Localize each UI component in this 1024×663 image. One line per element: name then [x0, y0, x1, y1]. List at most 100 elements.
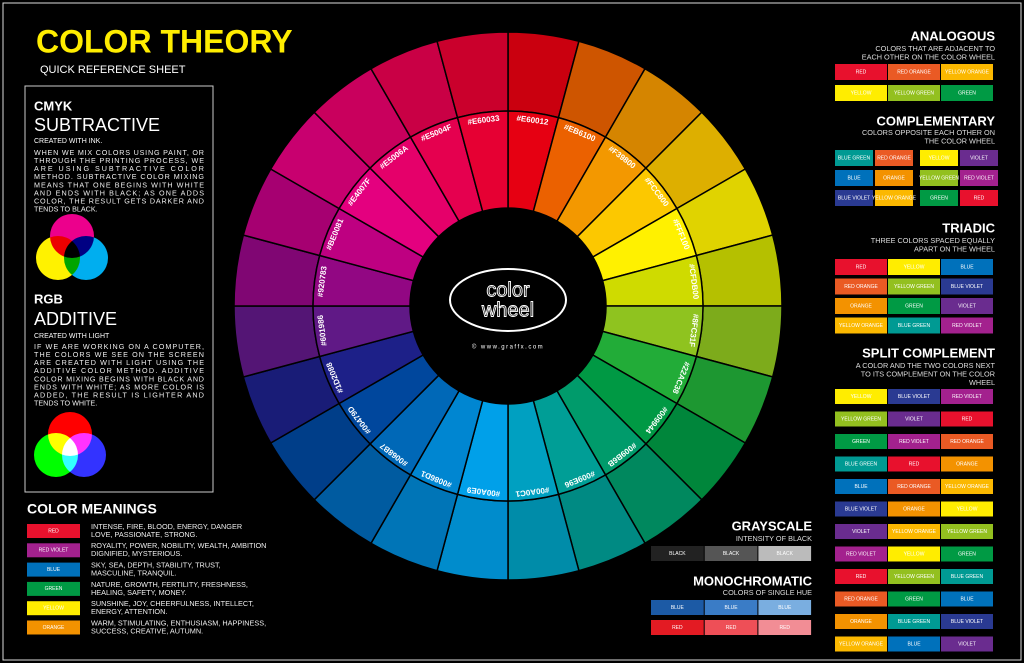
paragraph-line: TENDS TO WHITE.: [34, 399, 97, 408]
logo-word: color: [486, 279, 530, 301]
swatch-label: RED: [672, 625, 683, 631]
paragraph-line: COLOR, THE RESULT GETS DARKER AND: [34, 197, 204, 206]
credit: © www.graffx.com: [472, 344, 544, 351]
swatch: [651, 546, 704, 561]
swatch-label: BLUE: [960, 264, 974, 270]
swatch: [941, 278, 993, 295]
swatch-label: BLUE GREEN: [838, 155, 871, 161]
swatch-label: ORANGE: [43, 625, 65, 631]
swatch-label: RED: [974, 195, 985, 201]
swatch: [758, 620, 812, 635]
swatch: [888, 85, 940, 101]
blue-circle: [62, 433, 106, 477]
swatch-label: GREEN: [930, 195, 948, 201]
swatch-label: RED: [909, 461, 920, 467]
swatch: [888, 317, 940, 334]
scheme-description: EACH OTHER ON THE COLOR WHEEL: [862, 52, 995, 61]
swatch: [651, 620, 704, 635]
scheme-description: THREE COLORS SPACED EQUALLY: [871, 236, 995, 245]
wheel-outer-shade: [676, 169, 773, 256]
swatch-label: GREEN: [45, 586, 63, 592]
swatch-label: RED ORANGE: [950, 439, 984, 445]
swatch: [835, 501, 887, 517]
swatch-label: BLUE: [907, 641, 921, 647]
scheme-description: INTENSITY OF BLACK: [736, 534, 812, 543]
swatch: [27, 601, 80, 616]
swatch: [704, 620, 758, 635]
swatch: [941, 64, 993, 80]
swatch-label: RED: [726, 625, 737, 631]
swatch-label: YELLOW: [851, 394, 872, 400]
swatch-label: RED: [779, 625, 790, 631]
swatch-label: YELLOW GREEN: [894, 90, 934, 96]
swatch-label: YELLOW: [929, 155, 950, 161]
meaning-text: NATURE, GROWTH, FERTILITY, FRESHNESS,: [91, 580, 248, 589]
swatch-label: BLUE: [725, 605, 739, 611]
info-box: [24, 85, 214, 493]
swatch: [835, 434, 887, 449]
swatch: [835, 190, 873, 206]
swatch: [888, 479, 940, 494]
swatch: [875, 170, 913, 186]
subtitle: QUICK REFERENCE SHEET: [40, 64, 186, 76]
swatch: [920, 150, 958, 166]
wheel-outer-shade: [605, 68, 702, 169]
swatch: [27, 543, 80, 558]
meaning-text: SKY, SEA, DEPTH, STABILITY, TRUST,: [91, 561, 221, 570]
swatch-label: RED VIOLET: [846, 551, 876, 557]
meaning-text: ENERGY, ATTENTION.: [91, 607, 167, 616]
wheel-outer-shade: [558, 41, 645, 138]
swatch: [835, 456, 887, 472]
swatch-label: BLUE: [671, 605, 685, 611]
swatch: [941, 524, 993, 539]
swatch-label: YELLOW: [43, 606, 64, 612]
swatch-label: RED: [48, 528, 59, 534]
paragraph-line: THROUGH THE PRINTING PROCESS, WE: [34, 156, 204, 165]
swatch-label: BLUE VIOLET: [845, 506, 877, 512]
swatch: [888, 569, 940, 584]
cmyk-title: SUBTRACTIVE: [34, 115, 160, 135]
wheel-outer-shade: [558, 474, 645, 571]
swatch: [835, 298, 887, 314]
scheme-description: COLORS THAT ARE ADJACENT TO: [875, 44, 995, 53]
scheme-description: COLORS OPPOSITE EACH OTHER ON: [862, 128, 995, 137]
swatch-label: YELLOW GREEN: [947, 529, 987, 535]
meaning-text: ROYALITY, POWER, NOBILITY, WEALTH, AMBIT…: [91, 541, 266, 550]
swatch: [888, 546, 940, 562]
swatch-label: RED: [856, 264, 867, 270]
swatch-label: VIOLET: [958, 641, 976, 647]
swatch-label: YELLOW ORANGE: [839, 323, 884, 329]
swatch: [835, 591, 887, 607]
swatch-label: BLUE: [847, 175, 861, 181]
swatch: [888, 411, 940, 427]
meaning-text: WARM, STIMULATING, ENTHUSIASM, HAPPINESS…: [91, 618, 266, 627]
paragraph-line: ARE USING SUBTRACTIVE COLOR: [34, 164, 204, 173]
swatch-label: YELLOW ORANGE: [839, 641, 884, 647]
swatch: [27, 620, 80, 635]
hex-label: #E60033: [467, 114, 500, 127]
swatch-label: RED ORANGE: [897, 69, 931, 75]
wheel-center: [410, 208, 606, 404]
swatch: [835, 150, 873, 166]
swatch: [835, 85, 887, 101]
swatch-label: RED VIOLET: [39, 548, 69, 554]
swatch: [835, 259, 887, 275]
scheme-title: GRAYSCALE: [732, 518, 813, 533]
swatch-label: BLACK: [777, 551, 794, 557]
swatch: [920, 190, 958, 206]
paragraph-line: ARE CREATED WITH LIGHT USING THE: [34, 358, 204, 367]
logo-ring: [449, 268, 567, 332]
swatch: [835, 389, 887, 404]
paragraph-line: ENDS WITH WHITE; AS MORE COLOR IS: [34, 382, 204, 391]
swatch: [835, 317, 887, 334]
swatch: [888, 298, 940, 314]
scheme-title: MONOCHROMATIC: [693, 573, 813, 588]
wheel-outer-shade: [314, 68, 411, 169]
cmyk-note: CREATED WITH INK.: [34, 138, 102, 145]
scheme-description: TO ITS COMPLEMENT ON THE COLOR: [861, 369, 995, 378]
paragraph-line: WHEN WE MIX COLORS USING PAINT, OR: [34, 148, 204, 157]
swatch: [835, 170, 873, 186]
wheel-outer-shade: [243, 169, 340, 256]
swatch: [888, 64, 940, 80]
meanings-title: COLOR MEANINGS: [27, 501, 157, 517]
